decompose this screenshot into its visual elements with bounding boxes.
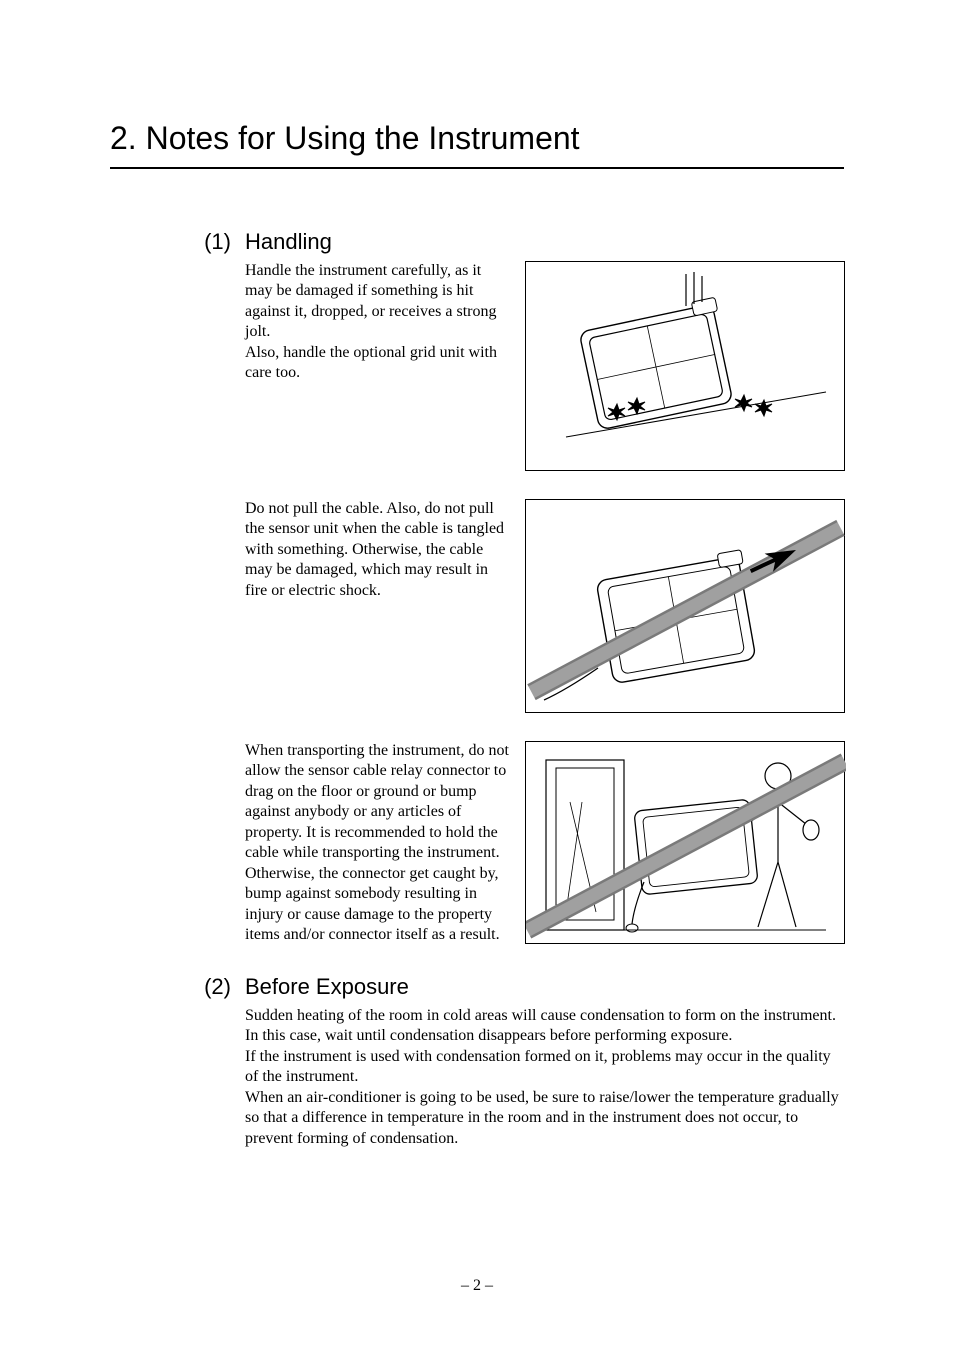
body-text: Do not pull the cable. Also, do not pull… (245, 499, 525, 713)
chapter-title: 2. Notes for Using the Instrument (110, 120, 844, 157)
handling-block-3: When transporting the instrument, do not… (245, 741, 844, 946)
figure-col (525, 741, 845, 946)
before-exposure-block: Sudden heating of the room in cold areas… (245, 1006, 844, 1149)
section-handling: (1) Handling Handle the instrument caref… (110, 229, 844, 946)
chapter-title-text: Notes for Using the Instrument (146, 120, 580, 156)
chapter-number: 2. (110, 120, 137, 156)
handling-block-1: Handle the instrument carefully, as it m… (245, 261, 844, 471)
paragraph: Do not pull the cable. Also, do not pull… (245, 499, 509, 601)
figure-col (525, 261, 845, 471)
paragraph: When transporting the instrument, do not… (245, 741, 509, 946)
chapter-rule (110, 167, 844, 169)
figure-drop (525, 261, 845, 471)
section-header: (1) Handling (110, 229, 844, 255)
figure-col (525, 499, 845, 713)
section-title: Before Exposure (245, 974, 844, 1000)
page: 2. Notes for Using the Instrument (1) Ha… (0, 0, 954, 1350)
handling-block-2: Do not pull the cable. Also, do not pull… (245, 499, 844, 713)
section-number: (2) (110, 974, 245, 1000)
body-text: When transporting the instrument, do not… (245, 741, 525, 946)
section-title: Handling (245, 229, 844, 255)
figure-carry (525, 741, 845, 944)
section-before-exposure: (2) Before Exposure Sudden heating of th… (110, 974, 844, 1149)
section-header: (2) Before Exposure (110, 974, 844, 1000)
page-number: – 2 – (0, 1277, 954, 1295)
paragraph: Handle the instrument carefully, as it m… (245, 261, 509, 384)
body-text: Sudden heating of the room in cold areas… (245, 1006, 844, 1149)
body-text: Handle the instrument carefully, as it m… (245, 261, 525, 471)
section-number: (1) (110, 229, 245, 255)
paragraph: Sudden heating of the room in cold areas… (245, 1006, 844, 1149)
figure-pull (525, 499, 845, 713)
